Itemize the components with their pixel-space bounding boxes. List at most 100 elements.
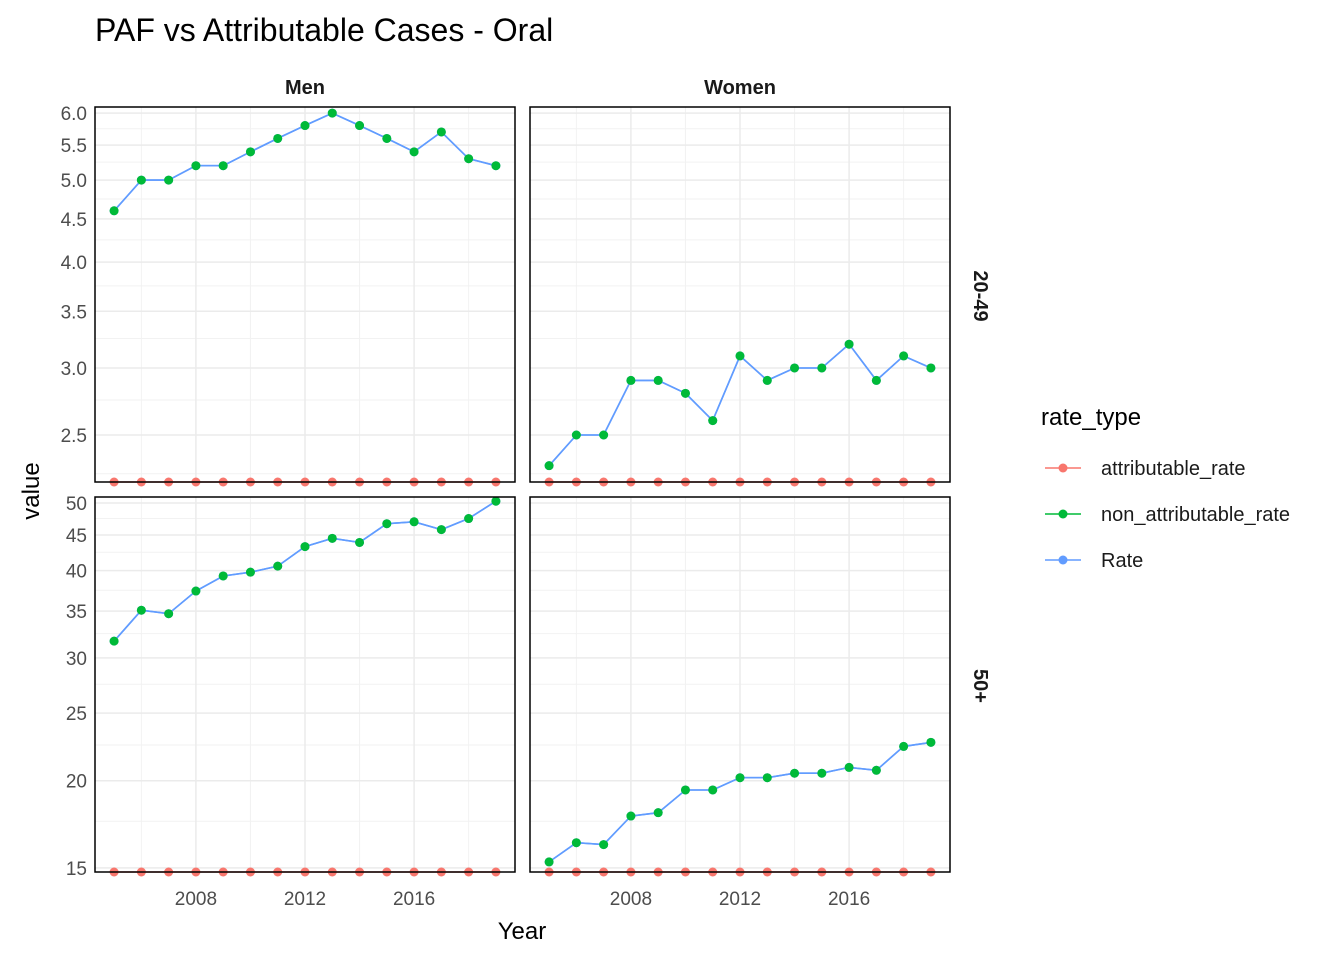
panel-border: [94, 106, 516, 483]
point-non-attributable-rate: [218, 571, 228, 581]
point-non-attributable-rate: [871, 375, 881, 385]
point-non-attributable-rate: [409, 147, 419, 157]
panel-border: [529, 496, 951, 873]
point-non-attributable-rate: [844, 762, 854, 772]
point-non-attributable-rate: [436, 525, 446, 535]
y-tick-label: 35: [66, 602, 87, 623]
y-tick-label: 40: [66, 562, 87, 583]
point-non-attributable-rate: [762, 375, 772, 385]
point-non-attributable-rate: [355, 121, 365, 131]
point-non-attributable-rate: [136, 175, 146, 185]
chart-title: PAF vs Attributable Cases - Oral: [95, 12, 553, 48]
point-non-attributable-rate: [571, 838, 581, 848]
y-tick-label: 2.5: [61, 426, 87, 447]
point-non-attributable-rate: [708, 416, 718, 426]
point-non-attributable-rate: [164, 609, 174, 619]
point-non-attributable-rate: [790, 363, 800, 373]
point-non-attributable-rate: [382, 519, 392, 529]
facet-strip-women: Women: [704, 77, 776, 99]
point-non-attributable-rate: [899, 351, 909, 361]
point-non-attributable-rate: [491, 161, 501, 171]
legend-key-point-rate: [1058, 555, 1068, 565]
x-tick-label: 2008: [175, 889, 217, 910]
point-non-attributable-rate: [926, 737, 936, 747]
point-non-attributable-rate: [599, 840, 609, 850]
legend: rate_type attributable_rate non_attributa…: [1041, 404, 1290, 572]
point-non-attributable-rate: [491, 496, 501, 506]
point-non-attributable-rate: [245, 567, 255, 577]
point-non-attributable-rate: [164, 175, 174, 185]
legend-label-attributable-rate: attributable_rate: [1101, 458, 1246, 480]
legend-title: rate_type: [1041, 404, 1141, 431]
point-non-attributable-rate: [653, 375, 663, 385]
point-non-attributable-rate: [273, 561, 283, 571]
panel-women-50plus: 2008 2012 2016: [529, 496, 951, 910]
legend-label-rate: Rate: [1101, 550, 1143, 572]
point-non-attributable-rate: [136, 605, 146, 615]
point-non-attributable-rate: [735, 773, 745, 783]
point-non-attributable-rate: [790, 768, 800, 778]
y-axis-title: value: [18, 462, 45, 519]
point-non-attributable-rate: [571, 430, 581, 440]
y-tick-label: 50: [66, 494, 87, 515]
point-non-attributable-rate: [191, 586, 201, 596]
y-tick-label: 5.0: [61, 171, 87, 192]
point-non-attributable-rate: [626, 811, 636, 821]
point-non-attributable-rate: [464, 154, 474, 164]
y-tick-label: 5.5: [61, 136, 87, 157]
y-tick-label: 4.5: [61, 210, 87, 231]
point-non-attributable-rate: [245, 147, 255, 157]
point-non-attributable-rate: [544, 461, 554, 471]
y-tick-label: 20: [66, 772, 87, 793]
y-tick-label: 30: [66, 649, 87, 670]
panel-men-50plus: 15 20 25 30 35 40 45 50 2008 2012 2016: [66, 494, 516, 910]
y-tick-label: 45: [66, 526, 87, 547]
point-non-attributable-rate: [653, 808, 663, 818]
point-non-attributable-rate: [109, 206, 119, 216]
panel-border: [94, 496, 516, 873]
legend-key-point-attributable-rate: [1058, 463, 1068, 473]
facet-strip-50plus: 50+: [969, 669, 991, 703]
point-non-attributable-rate: [626, 375, 636, 385]
x-tick-label: 2012: [719, 889, 761, 910]
panel-border: [529, 106, 951, 483]
point-non-attributable-rate: [544, 857, 554, 867]
panels-layer: 2.5 3.0 3.5 4.0 4.5 5.0 5.5 6.0 15 20 25 30 35 40 45 50…: [61, 104, 951, 910]
point-non-attributable-rate: [599, 430, 609, 440]
point-non-attributable-rate: [817, 363, 827, 373]
y-tick-label: 3.0: [61, 359, 87, 380]
point-non-attributable-rate: [327, 533, 337, 543]
y-tick-label: 3.5: [61, 302, 87, 323]
x-tick-label: 2012: [284, 889, 326, 910]
x-tick-label: 2016: [828, 889, 870, 910]
panel-men-20-49: 2.5 3.0 3.5 4.0 4.5 5.0 5.5 6.0: [61, 104, 516, 487]
point-non-attributable-rate: [464, 514, 474, 524]
legend-key-point-non-attributable-rate: [1058, 509, 1068, 519]
point-non-attributable-rate: [355, 537, 365, 547]
point-non-attributable-rate: [300, 121, 310, 131]
point-non-attributable-rate: [409, 517, 419, 527]
point-non-attributable-rate: [436, 127, 446, 137]
facet-strip-men: Men: [285, 77, 325, 99]
point-non-attributable-rate: [191, 161, 201, 171]
point-non-attributable-rate: [218, 161, 228, 171]
point-non-attributable-rate: [735, 351, 745, 361]
facet-strip-20-49: 20-49: [969, 270, 991, 321]
point-non-attributable-rate: [926, 363, 936, 373]
point-non-attributable-rate: [273, 133, 283, 143]
point-non-attributable-rate: [680, 388, 690, 398]
y-tick-label: 25: [66, 704, 87, 725]
point-non-attributable-rate: [899, 741, 909, 751]
point-non-attributable-rate: [382, 133, 392, 143]
legend-label-non-attributable-rate: non_attributable_rate: [1101, 504, 1290, 526]
y-tick-label: 15: [66, 859, 87, 880]
point-non-attributable-rate: [762, 773, 772, 783]
point-non-attributable-rate: [327, 108, 337, 118]
point-non-attributable-rate: [300, 542, 310, 552]
y-tick-label: 6.0: [61, 104, 87, 125]
x-tick-label: 2008: [610, 889, 652, 910]
y-tick-label: 4.0: [61, 253, 87, 274]
x-tick-label: 2016: [393, 889, 435, 910]
point-non-attributable-rate: [109, 636, 119, 646]
